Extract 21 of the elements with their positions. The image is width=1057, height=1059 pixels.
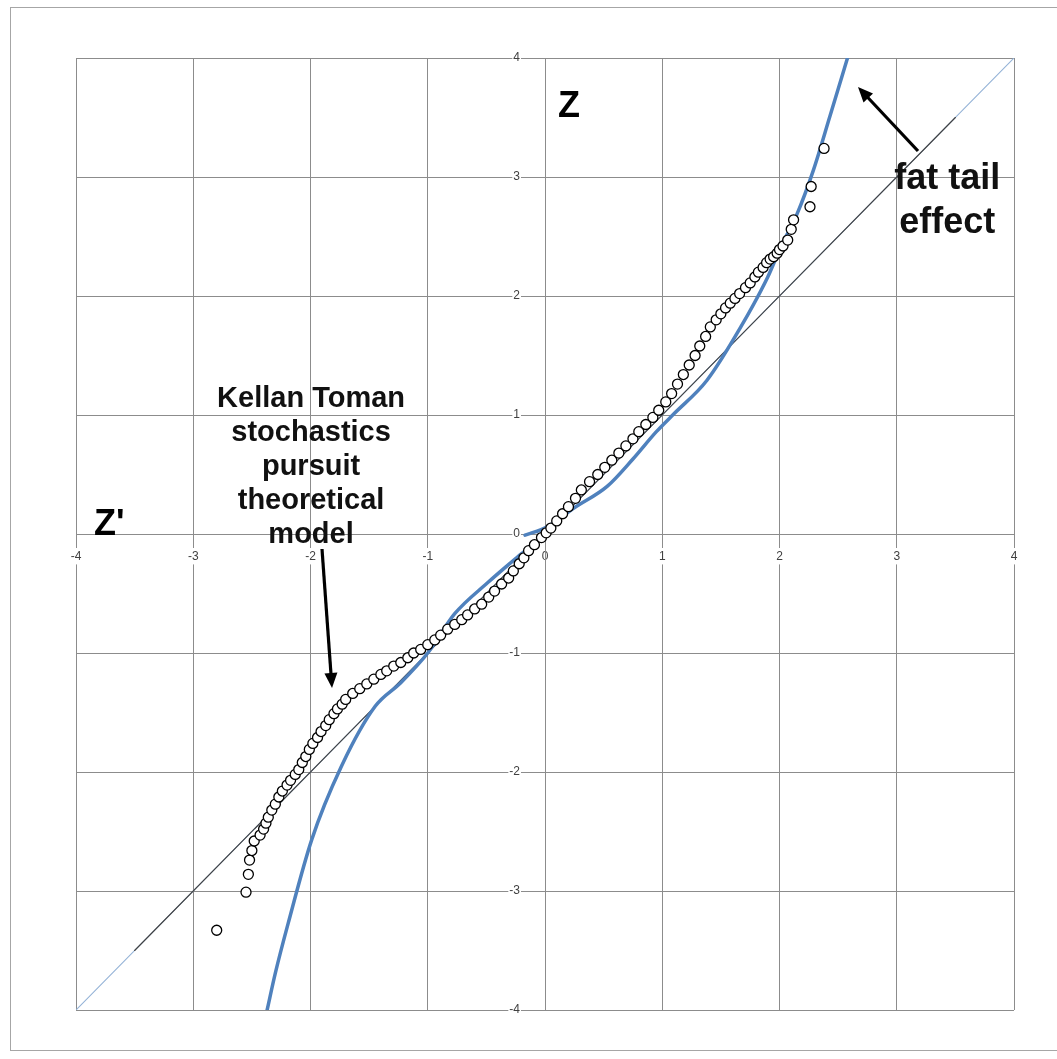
annotation: fat tail effect [894, 155, 1001, 241]
y-tick-label: 0 [513, 526, 521, 541]
y-tick-label: 2 [513, 288, 521, 303]
annotation: Kellan Toman stochastics pursuit theoretical model [217, 381, 406, 550]
x-tick-label: -3 [187, 548, 199, 563]
y-tick-label: -1 [509, 645, 521, 660]
x-tick-label: 4 [1010, 548, 1018, 563]
x-tick-label: -1 [422, 548, 434, 563]
x-tick-label: 1 [658, 548, 666, 563]
x-tick-label: 3 [893, 548, 901, 563]
x-tick-label: 2 [776, 548, 784, 563]
y-tick-label: 1 [513, 407, 521, 422]
y-tick-label: 4 [513, 50, 521, 65]
x-axis-title: Z' [94, 502, 125, 543]
x-tick-label: -4 [70, 548, 82, 563]
x-tick-label: -2 [305, 548, 317, 563]
y-tick-label: -3 [509, 883, 521, 898]
y-tick-label: 3 [513, 169, 521, 184]
y-tick-label: -4 [509, 1002, 521, 1017]
y-tick-label: -2 [509, 764, 521, 779]
y-axis-title: Z [558, 84, 580, 125]
